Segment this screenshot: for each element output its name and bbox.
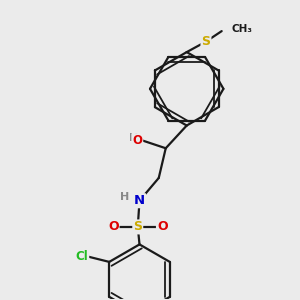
Text: CH₃: CH₃ [232, 24, 253, 34]
Text: Cl: Cl [76, 250, 88, 263]
Text: O: O [108, 220, 119, 233]
Text: O: O [132, 134, 142, 147]
Text: S: S [201, 35, 210, 48]
Text: H: H [128, 133, 138, 143]
Text: S: S [133, 220, 142, 233]
Text: O: O [157, 220, 168, 233]
Text: H: H [120, 191, 129, 202]
Text: N: N [134, 194, 145, 207]
